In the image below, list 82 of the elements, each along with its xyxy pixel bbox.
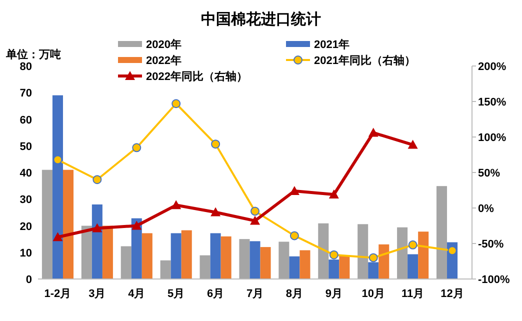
bar	[52, 95, 63, 279]
point	[132, 143, 142, 152]
bar	[339, 256, 350, 279]
legend-label: 2022年同比（右轴）	[146, 70, 248, 83]
x-tick-label: 8月	[286, 288, 304, 300]
bar	[170, 233, 182, 279]
x-tick-label: 5月	[168, 288, 185, 300]
point	[92, 175, 102, 184]
y-tick-label: 70	[20, 88, 32, 100]
bar	[358, 224, 368, 279]
text: 单位：万吨	[5, 48, 61, 61]
bar	[102, 226, 113, 279]
point	[448, 246, 457, 256]
point	[329, 250, 338, 260]
bar	[92, 204, 102, 279]
bar	[418, 232, 429, 279]
y-tick-label: 40	[20, 168, 32, 180]
bar	[250, 241, 260, 279]
point	[250, 216, 260, 225]
y2-tick-label: 0%	[478, 203, 494, 215]
x-tick-label: 11月	[402, 288, 424, 300]
point	[52, 232, 63, 242]
x-tick-label: 4月	[128, 288, 146, 300]
chart-title: 中国棉花进口统计	[201, 11, 321, 28]
bar	[120, 246, 132, 279]
bar	[397, 227, 408, 279]
bar	[289, 256, 300, 279]
point	[132, 220, 142, 230]
bar	[200, 255, 210, 279]
x-tick-label: 7月	[246, 288, 264, 300]
y2-tick-label: -50%	[478, 238, 504, 250]
bar	[160, 260, 171, 279]
point	[211, 140, 220, 149]
bar	[142, 233, 152, 279]
point	[368, 253, 378, 262]
point	[328, 190, 339, 199]
x-tick-label: 3月	[88, 288, 106, 300]
point	[290, 231, 299, 240]
point	[171, 200, 182, 210]
point	[250, 206, 260, 216]
bar	[378, 244, 390, 279]
legend-label: 2022年	[146, 54, 182, 67]
point	[210, 207, 221, 216]
x-tick-label: 12月	[440, 288, 464, 300]
bar	[81, 226, 92, 279]
y-tick-label: 30	[20, 194, 32, 206]
y-tick-label: 80	[20, 61, 32, 73]
y2-tick-label: 150%	[478, 96, 506, 108]
point	[172, 99, 181, 108]
y-tick-label: 0	[26, 274, 32, 286]
x-tick-label: 9月	[325, 288, 342, 300]
y2-tick-label: 50%	[478, 168, 500, 180]
bar	[62, 170, 74, 279]
y2-tick-label: 200%	[478, 61, 506, 73]
bar	[42, 170, 52, 279]
x-tick-label: 6月	[206, 288, 224, 300]
bar	[260, 247, 271, 279]
y-tick-label: 10	[20, 247, 32, 260]
point	[368, 128, 378, 137]
point	[92, 223, 102, 232]
bar	[408, 254, 418, 279]
y2-tick-label: 100%	[478, 132, 506, 144]
y-tick-label: 60	[20, 114, 32, 126]
legend-label: 2020年	[146, 38, 182, 51]
legend-label: 2021年	[314, 38, 350, 51]
bar	[239, 239, 250, 279]
bar	[220, 236, 232, 279]
bar	[300, 250, 310, 279]
x-tick-label: 10月	[362, 288, 385, 300]
bar	[181, 230, 192, 279]
y2-tick-label: -100%	[478, 274, 510, 286]
legend-label: 2021年同比（右轴）	[314, 54, 416, 67]
point	[408, 140, 418, 149]
bar	[278, 242, 290, 279]
point	[53, 155, 62, 164]
point	[408, 240, 418, 250]
bar	[436, 186, 448, 279]
x-tick-label: 1-2月	[44, 288, 72, 300]
y-tick-label: 20	[20, 220, 32, 233]
bar	[210, 233, 221, 279]
y-tick-label: 50	[20, 140, 32, 153]
bar	[318, 223, 329, 279]
